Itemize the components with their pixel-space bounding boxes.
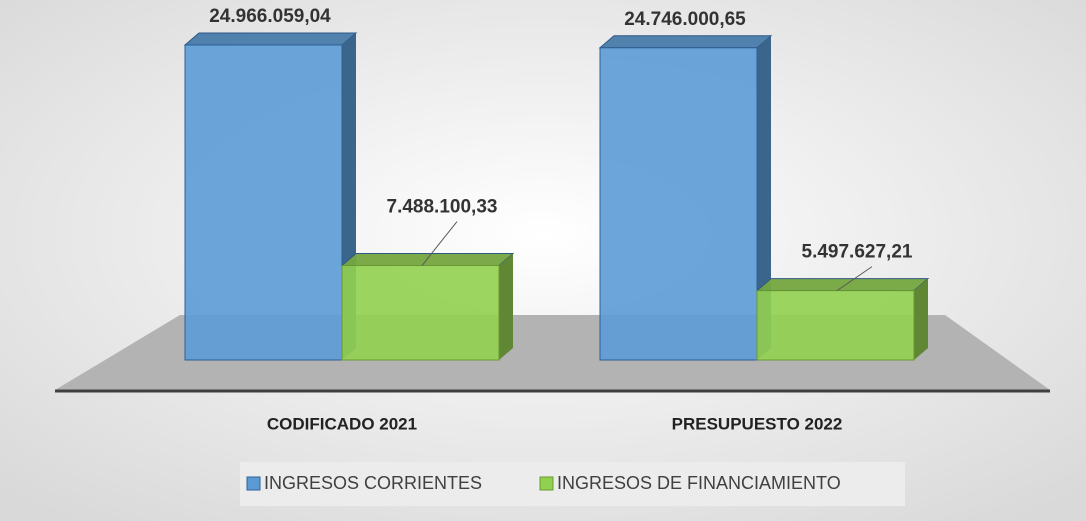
- bar-top: [755, 278, 930, 292]
- legend-label: INGRESOS CORRIENTES: [264, 473, 482, 493]
- legend-swatch: [539, 476, 554, 491]
- bar-front: [756, 290, 915, 361]
- legend-swatch: [246, 476, 261, 491]
- x-tick-label: CODIFICADO 2021: [267, 414, 417, 433]
- bar-front: [184, 44, 343, 361]
- bar-top: [340, 253, 515, 267]
- data-label: 7.488.100,33: [387, 197, 498, 218]
- bar-front: [341, 265, 500, 361]
- x-tick-label: PRESUPUESTO 2022: [672, 414, 843, 433]
- bar-side: [757, 35, 771, 361]
- bar-top: [183, 32, 358, 46]
- bar: [183, 32, 358, 361]
- leader-line: [836, 266, 873, 292]
- data-label: 24.746.000,65: [624, 9, 746, 30]
- data-label: 24.966.059,04: [209, 6, 331, 27]
- bar: [340, 253, 515, 361]
- bar: [598, 35, 773, 361]
- bar-side: [499, 253, 513, 360]
- bar-top: [598, 35, 773, 49]
- data-label: 5.497.627,21: [802, 242, 913, 263]
- legend: [240, 462, 905, 506]
- bar-side: [914, 278, 928, 360]
- legend-label: INGRESOS DE FINANCIAMIENTO: [557, 473, 841, 493]
- leader-line: [421, 221, 458, 266]
- bar-front: [599, 47, 758, 361]
- bar: [755, 278, 930, 361]
